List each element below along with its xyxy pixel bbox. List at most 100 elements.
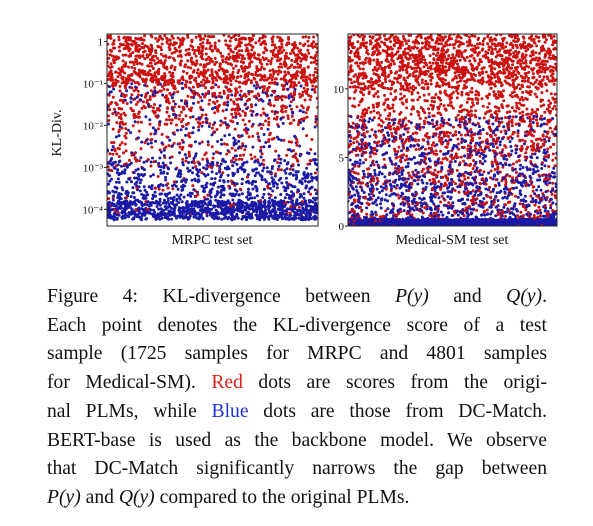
blue-point bbox=[270, 176, 274, 180]
red-point bbox=[478, 73, 482, 77]
blue-point bbox=[291, 168, 295, 172]
blue-point bbox=[220, 193, 224, 197]
blue-point bbox=[301, 218, 305, 222]
red-point bbox=[134, 57, 138, 61]
blue-point bbox=[262, 187, 266, 191]
blue-point bbox=[216, 140, 220, 143]
blue-point bbox=[302, 192, 306, 196]
red-point bbox=[243, 92, 247, 96]
blue-point bbox=[265, 113, 269, 117]
blue-point bbox=[296, 188, 300, 192]
red-point bbox=[205, 76, 209, 80]
blue-point bbox=[425, 181, 429, 185]
red-point bbox=[222, 91, 226, 95]
blue-point bbox=[179, 169, 183, 173]
red-point bbox=[295, 140, 299, 144]
blue-point bbox=[110, 201, 114, 205]
blue-point bbox=[299, 152, 302, 156]
red-point bbox=[150, 145, 154, 149]
red-point bbox=[170, 34, 174, 38]
blue-point bbox=[196, 190, 199, 194]
blue-point bbox=[299, 192, 302, 196]
red-point bbox=[297, 81, 301, 85]
red-point bbox=[200, 49, 204, 53]
blue-point bbox=[312, 196, 315, 200]
blue-point bbox=[219, 162, 223, 166]
red-point bbox=[298, 42, 302, 45]
blue-point bbox=[167, 202, 171, 206]
blue-point bbox=[107, 190, 110, 194]
red-point bbox=[372, 72, 376, 76]
red-point bbox=[201, 157, 205, 161]
blue-point bbox=[110, 177, 113, 181]
red-point bbox=[308, 98, 312, 102]
red-point bbox=[221, 121, 225, 125]
blue-point bbox=[312, 210, 316, 214]
blue-point bbox=[216, 204, 220, 208]
blue-point bbox=[253, 174, 257, 178]
blue-point bbox=[170, 96, 174, 100]
blue-point bbox=[280, 181, 284, 185]
blue-point bbox=[158, 120, 162, 124]
red-point bbox=[227, 89, 231, 93]
red-point bbox=[277, 168, 280, 172]
red-point bbox=[289, 205, 293, 208]
blue-point bbox=[151, 126, 155, 130]
red-point bbox=[196, 121, 200, 124]
red-point bbox=[275, 59, 279, 63]
blue-point bbox=[116, 207, 120, 211]
blue-point bbox=[219, 173, 223, 177]
red-point bbox=[308, 73, 312, 77]
red-point bbox=[218, 65, 222, 69]
red-point bbox=[117, 45, 121, 49]
blue-point bbox=[181, 188, 185, 192]
red-point bbox=[116, 111, 120, 115]
red-point bbox=[129, 106, 133, 110]
blue-point bbox=[315, 168, 318, 172]
red-point bbox=[481, 39, 485, 43]
blue-point bbox=[271, 203, 275, 207]
red-point bbox=[188, 80, 192, 84]
red-point bbox=[107, 78, 110, 81]
blue-point bbox=[407, 199, 411, 203]
red-point bbox=[271, 68, 275, 72]
red-point bbox=[188, 76, 192, 80]
red-point bbox=[259, 43, 263, 46]
red-point bbox=[163, 72, 167, 76]
red-point bbox=[262, 51, 266, 55]
red-point bbox=[168, 43, 172, 47]
red-point bbox=[140, 106, 144, 110]
blue-point bbox=[210, 187, 214, 191]
blue-point bbox=[120, 211, 124, 215]
blue-point bbox=[265, 166, 269, 170]
red-point bbox=[224, 60, 228, 64]
red-point bbox=[168, 118, 172, 122]
red-point bbox=[290, 58, 294, 62]
blue-point bbox=[204, 183, 208, 187]
blue-point bbox=[260, 175, 264, 178]
blue-point bbox=[223, 121, 227, 125]
blue-point bbox=[139, 178, 143, 182]
red-point bbox=[226, 62, 230, 66]
red-point bbox=[536, 124, 539, 128]
red-point bbox=[166, 88, 169, 92]
red-point bbox=[124, 86, 128, 90]
blue-point bbox=[245, 195, 249, 199]
blue-point bbox=[204, 209, 208, 213]
red-point bbox=[234, 79, 238, 83]
red-point bbox=[197, 125, 201, 129]
red-point bbox=[271, 35, 275, 39]
red-point bbox=[406, 76, 410, 79]
red-point bbox=[131, 60, 134, 64]
red-point bbox=[262, 111, 266, 115]
blue-point bbox=[226, 206, 230, 209]
blue-point bbox=[294, 170, 298, 174]
blue-point bbox=[200, 99, 204, 103]
blue-point bbox=[159, 171, 163, 175]
blue-point bbox=[522, 142, 526, 146]
blue-point bbox=[478, 173, 482, 177]
red-point bbox=[171, 187, 175, 191]
blue-point bbox=[233, 138, 237, 142]
blue-point bbox=[163, 201, 167, 205]
blue-point bbox=[314, 192, 318, 196]
